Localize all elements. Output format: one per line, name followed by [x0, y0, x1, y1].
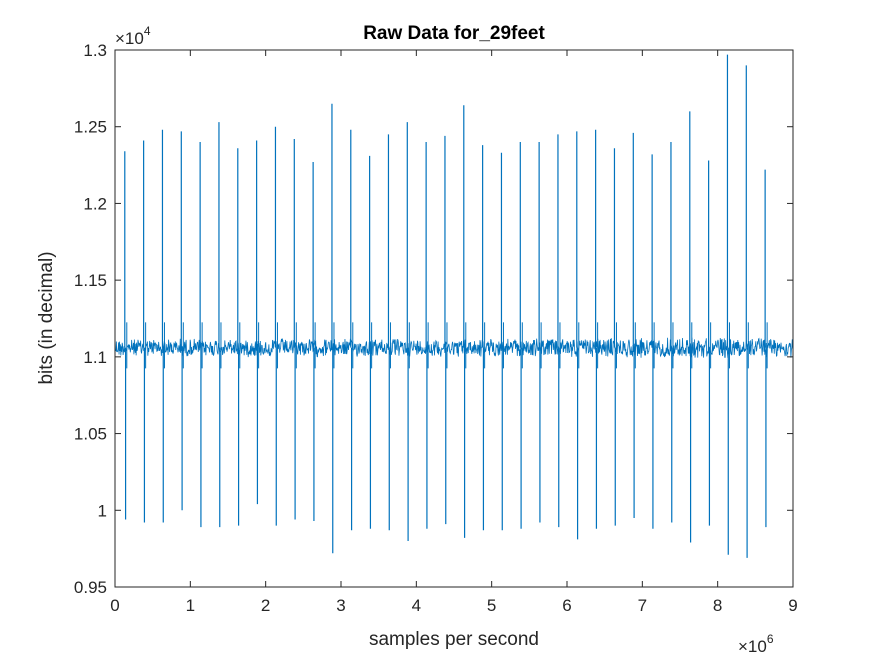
- x-tick-label: 2: [261, 596, 270, 615]
- x-tick-label: 1: [186, 596, 195, 615]
- y-tick-label: 1.05: [74, 425, 107, 444]
- y-tick-label: 0.95: [74, 578, 107, 597]
- signal-noise: [114, 337, 794, 358]
- y-tick-label: 1.3: [83, 41, 107, 60]
- x-tick-label: 6: [562, 596, 571, 615]
- x-tick-label: 0: [110, 596, 119, 615]
- y-multiplier-base: ×10: [115, 29, 144, 48]
- x-axis-multiplier: ×106: [738, 632, 774, 656]
- plot-area: [115, 50, 793, 587]
- x-tick-label: 4: [412, 596, 421, 615]
- y-multiplier-exponent: 4: [144, 24, 151, 38]
- chart-title: Raw Data for_29feet: [363, 23, 545, 44]
- y-tick-label: 1: [98, 501, 107, 520]
- x-tick-label: 8: [713, 596, 722, 615]
- y-axis-label: bits (in decimal): [36, 251, 57, 384]
- y-ticks: 0.95 1 1.05 1.1 1.15 1.2 1.25 1.3: [74, 41, 793, 597]
- data-layer: [114, 54, 794, 558]
- x-tick-label: 5: [487, 596, 496, 615]
- x-tick-label: 3: [336, 596, 345, 615]
- x-multiplier-exponent: 6: [767, 632, 774, 646]
- x-tick-label: 7: [638, 596, 647, 615]
- x-multiplier-base: ×10: [738, 637, 767, 656]
- x-tick-label: 9: [788, 596, 797, 615]
- y-tick-label: 1.15: [74, 271, 107, 290]
- y-axis-multiplier: ×104: [115, 24, 151, 48]
- x-ticks: 0 1 2 3 4 5 6 7 8 9: [110, 50, 798, 615]
- y-tick-label: 1.1: [83, 348, 107, 367]
- x-axis-label: samples per second: [369, 629, 539, 650]
- axes-box: [114, 49, 794, 588]
- y-tick-label: 1.2: [83, 194, 107, 213]
- y-tick-label: 1.25: [74, 118, 107, 137]
